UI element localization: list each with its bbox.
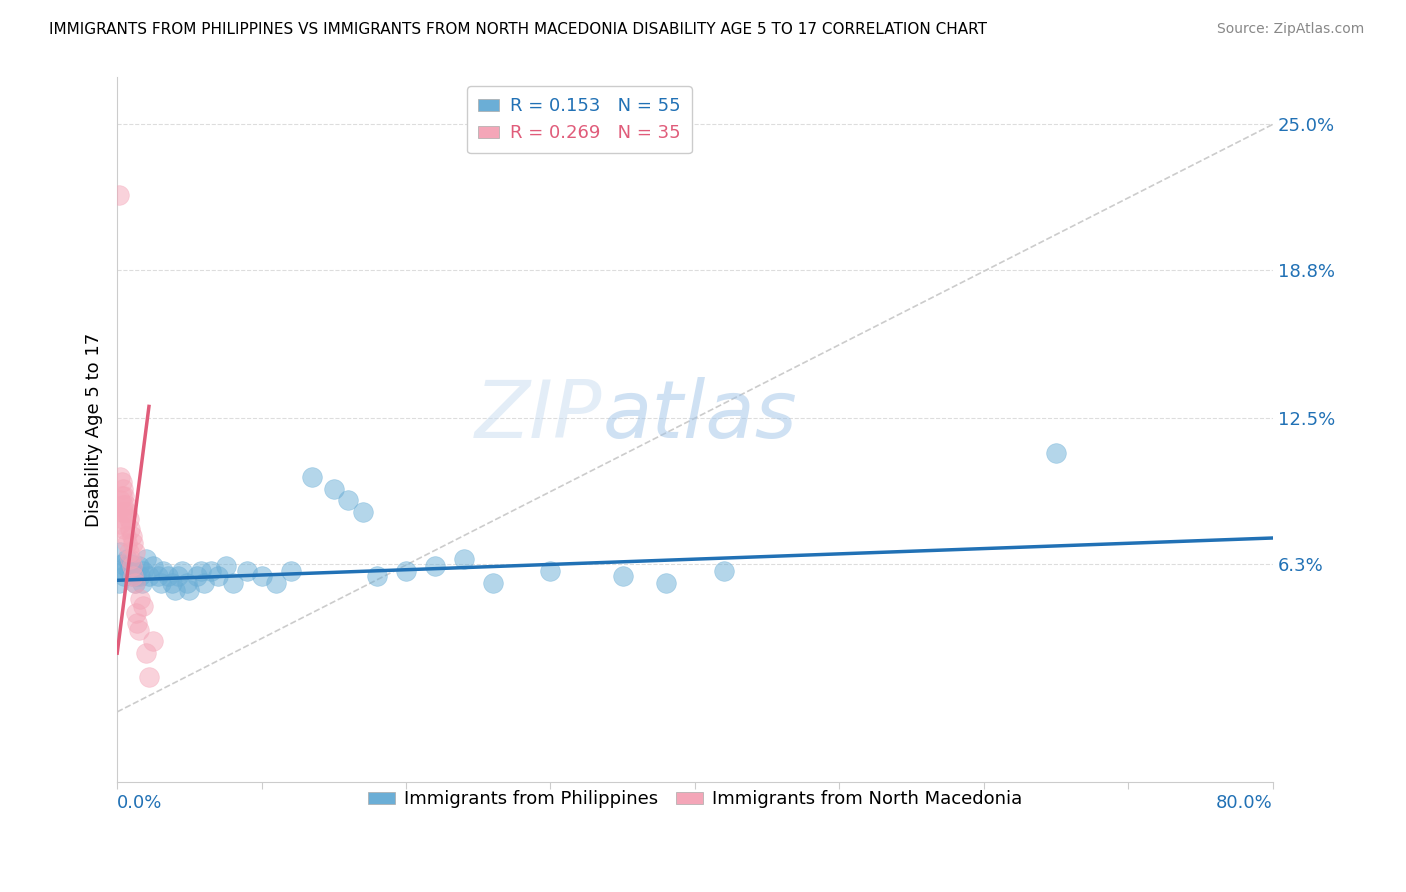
Point <box>186 568 208 582</box>
Point <box>280 564 302 578</box>
Point <box>110 489 132 503</box>
Point <box>118 512 141 526</box>
Point <box>163 582 186 597</box>
Point <box>156 568 179 582</box>
Point <box>127 615 149 630</box>
Point <box>124 545 146 559</box>
Point <box>128 559 150 574</box>
Point <box>111 564 134 578</box>
Point <box>111 498 134 512</box>
Point <box>120 557 142 571</box>
Point <box>115 529 138 543</box>
Point <box>107 575 129 590</box>
Point <box>481 575 503 590</box>
Point <box>193 575 215 590</box>
Legend: Immigrants from Philippines, Immigrants from North Macedonia: Immigrants from Philippines, Immigrants … <box>360 783 1029 815</box>
Point <box>115 559 138 574</box>
Point <box>115 498 138 512</box>
Point <box>236 564 259 578</box>
Point <box>453 552 475 566</box>
Point <box>172 564 194 578</box>
Point <box>118 545 141 559</box>
Point <box>122 564 145 578</box>
Point <box>108 545 131 559</box>
Text: 80.0%: 80.0% <box>1216 794 1272 812</box>
Point <box>124 575 146 590</box>
Point <box>540 564 562 578</box>
Point <box>149 575 172 590</box>
Point <box>118 564 141 578</box>
Point <box>142 559 165 574</box>
Point <box>128 623 150 637</box>
Point <box>121 568 143 582</box>
Point <box>117 552 139 566</box>
Point <box>423 559 446 574</box>
Point <box>125 568 148 582</box>
Point <box>124 575 146 590</box>
Point <box>110 505 132 519</box>
Point <box>112 568 135 582</box>
Point <box>111 482 134 496</box>
Point <box>110 557 132 571</box>
Point <box>322 482 344 496</box>
Point <box>117 535 139 549</box>
Point <box>122 568 145 582</box>
Point <box>352 505 374 519</box>
Point <box>713 564 735 578</box>
Text: ZIP: ZIP <box>475 376 603 455</box>
Point <box>132 564 155 578</box>
Point <box>129 568 152 582</box>
Point <box>1045 446 1067 460</box>
Point <box>129 592 152 607</box>
Point <box>655 575 678 590</box>
Point <box>142 634 165 648</box>
Point <box>112 522 135 536</box>
Point <box>214 559 236 574</box>
Point <box>112 489 135 503</box>
Point <box>179 582 201 597</box>
Point <box>138 670 160 684</box>
Point <box>176 575 198 590</box>
Point <box>146 568 169 582</box>
Point <box>166 568 188 582</box>
Point <box>135 646 157 660</box>
Point <box>125 606 148 620</box>
Point <box>301 470 323 484</box>
Point <box>135 552 157 566</box>
Point <box>108 470 131 484</box>
Point <box>264 575 287 590</box>
Point <box>190 564 212 578</box>
Point <box>131 575 153 590</box>
Point <box>138 568 160 582</box>
Point <box>108 493 131 508</box>
Point <box>250 568 273 582</box>
Point <box>152 564 174 578</box>
Point <box>612 568 634 582</box>
Text: IMMIGRANTS FROM PHILIPPINES VS IMMIGRANTS FROM NORTH MACEDONIA DISABILITY AGE 5 : IMMIGRANTS FROM PHILIPPINES VS IMMIGRANT… <box>49 22 987 37</box>
Point <box>108 516 131 531</box>
Point <box>337 493 360 508</box>
Point <box>200 564 222 578</box>
Point <box>122 535 145 549</box>
Point <box>110 475 132 489</box>
Point <box>112 505 135 519</box>
Text: atlas: atlas <box>603 376 797 455</box>
Text: Source: ZipAtlas.com: Source: ZipAtlas.com <box>1216 22 1364 37</box>
Point <box>366 568 388 582</box>
Point <box>107 188 129 202</box>
Point <box>207 568 229 582</box>
Point <box>395 564 418 578</box>
Point <box>222 575 245 590</box>
Point <box>120 522 142 536</box>
Point <box>132 599 155 614</box>
Point <box>121 559 143 574</box>
Y-axis label: Disability Age 5 to 17: Disability Age 5 to 17 <box>86 333 103 527</box>
Point <box>111 512 134 526</box>
Point <box>121 529 143 543</box>
Point <box>160 575 183 590</box>
Text: 0.0%: 0.0% <box>117 794 163 812</box>
Point <box>117 505 139 519</box>
Point <box>120 552 142 566</box>
